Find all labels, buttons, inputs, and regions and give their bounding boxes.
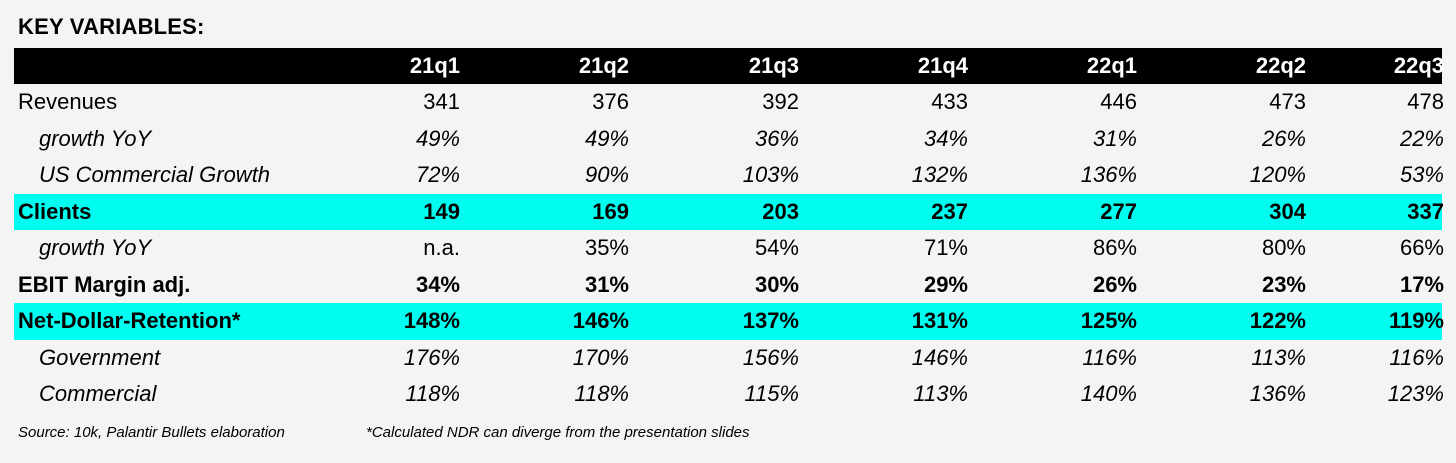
table-cell: 34% xyxy=(415,271,460,297)
table-row-highlighted: Net-Dollar-Retention* 148% 146% 137% 131… xyxy=(14,303,1444,340)
row-label: growth YoY xyxy=(39,235,152,261)
table-cell: 123% xyxy=(1387,381,1444,407)
table-cell: 23% xyxy=(1261,271,1306,297)
table-cell: 203 xyxy=(762,198,799,224)
table-cell: 53% xyxy=(1399,162,1444,188)
row-label: Clients xyxy=(18,198,92,224)
table-cell: 146% xyxy=(911,344,968,370)
table-cell: 478 xyxy=(1407,89,1444,115)
ndr-footnote: *Calculated NDR can diverge from the pre… xyxy=(366,424,750,441)
table-row: Government 176% 170% 156% 146% 116% 113%… xyxy=(14,340,1444,377)
table-cell: 376 xyxy=(592,89,629,115)
table-cell: 36% xyxy=(754,125,799,151)
row-label: Revenues xyxy=(18,89,118,115)
table-cell: 169 xyxy=(592,198,629,224)
table-cell: 277 xyxy=(1100,198,1137,224)
row-label: growth YoY xyxy=(39,125,152,151)
column-header: 21q4 xyxy=(917,53,968,78)
table-cell: 119% xyxy=(1388,308,1444,334)
table-cell: 26% xyxy=(1092,271,1137,297)
table-cell: 31% xyxy=(1092,125,1137,151)
header-row: 21q1 21q2 21q3 21q4 22q1 22q2 22q3 xyxy=(14,48,1444,84)
table-cell: 170% xyxy=(572,344,629,370)
table-cell: 17% xyxy=(1399,271,1444,297)
row-label: Net-Dollar-Retention* xyxy=(18,308,241,334)
table-cell: 122% xyxy=(1249,308,1306,334)
table-cell: 337 xyxy=(1407,198,1444,224)
table-cell: 148% xyxy=(403,308,460,334)
table-cell: 149 xyxy=(423,198,460,224)
table-title: KEY VARIABLES: xyxy=(18,14,205,39)
column-header: 21q1 xyxy=(409,53,460,78)
table-row: Commercial 118% 118% 115% 113% 140% 136%… xyxy=(14,376,1444,413)
column-header: 21q3 xyxy=(748,53,799,78)
table-cell: 22% xyxy=(1399,125,1444,151)
table-cell: 125% xyxy=(1080,308,1137,334)
table-cell: 86% xyxy=(1092,235,1137,261)
table-cell: 116% xyxy=(1082,344,1137,370)
table-cell: 392 xyxy=(762,89,799,115)
table-row: US Commercial Growth 72% 90% 103% 132% 1… xyxy=(14,157,1444,194)
table-cell: 49% xyxy=(584,125,629,151)
table-cell: 103% xyxy=(742,162,799,188)
table-cell: 113% xyxy=(913,381,968,407)
table-cell: n.a. xyxy=(423,235,460,261)
table-cell: 49% xyxy=(415,125,460,151)
table-row: growth YoY 49% 49% 36% 34% 31% 26% 22% xyxy=(14,121,1444,158)
table-cell: 116% xyxy=(1389,344,1444,370)
table-row-highlighted: Clients 149 169 203 237 277 304 337 xyxy=(14,193,1444,230)
table-cell: 118% xyxy=(574,381,629,407)
table-row: growth YoY n.a. 35% 54% 71% 86% 80% 66% xyxy=(14,230,1444,267)
column-header: 21q2 xyxy=(578,53,629,78)
table-cell: 118% xyxy=(405,381,460,407)
table-cell: 30% xyxy=(754,271,799,297)
table-cell: 433 xyxy=(931,89,968,115)
key-variables-table: 21q1 21q2 21q3 21q4 22q1 22q2 22q3 Reven… xyxy=(14,48,1444,413)
table-row: EBIT Margin adj. 34% 31% 30% 29% 26% 23%… xyxy=(14,267,1444,304)
table-cell: 341 xyxy=(423,89,460,115)
row-label: Commercial xyxy=(39,381,157,407)
table-cell: 66% xyxy=(1399,235,1444,261)
column-header: 22q1 xyxy=(1086,53,1137,78)
table-cell: 34% xyxy=(923,125,968,151)
table-cell: 26% xyxy=(1261,125,1306,151)
table-cell: 237 xyxy=(931,198,968,224)
table-cell: 146% xyxy=(572,308,629,334)
table-cell: 80% xyxy=(1261,235,1306,261)
row-label: US Commercial Growth xyxy=(39,162,271,188)
table-cell: 176% xyxy=(403,344,460,370)
table-row: Revenues 341 376 392 433 446 473 478 xyxy=(14,84,1444,121)
table-cell: 71% xyxy=(923,235,968,261)
table-cell: 304 xyxy=(1269,198,1306,224)
table-cell: 132% xyxy=(911,162,968,188)
table-cell: 113% xyxy=(1251,344,1306,370)
table-cell: 473 xyxy=(1269,89,1306,115)
table-cell: 140% xyxy=(1080,381,1137,407)
table-cell: 29% xyxy=(923,271,968,297)
table-cell: 72% xyxy=(415,162,460,188)
table-cell: 137% xyxy=(742,308,799,334)
table-cell: 31% xyxy=(584,271,629,297)
table-cell: 120% xyxy=(1249,162,1306,188)
table-cell: 136% xyxy=(1249,381,1306,407)
table-cell: 446 xyxy=(1100,89,1137,115)
source-note: Source: 10k, Palantir Bullets elaboratio… xyxy=(18,424,285,441)
row-label: Government xyxy=(39,344,161,370)
row-label: EBIT Margin adj. xyxy=(18,271,191,297)
column-header: 22q2 xyxy=(1255,53,1306,78)
table-cell: 115% xyxy=(744,381,799,407)
table-cell: 136% xyxy=(1080,162,1137,188)
table-cell: 90% xyxy=(584,162,629,188)
table-cell: 156% xyxy=(742,344,799,370)
table-cell: 131% xyxy=(911,308,968,334)
table-cell: 54% xyxy=(754,235,799,261)
table-cell: 35% xyxy=(584,235,629,261)
footer: Source: 10k, Palantir Bullets elaboratio… xyxy=(18,424,750,441)
column-header: 22q3 xyxy=(1393,53,1444,78)
